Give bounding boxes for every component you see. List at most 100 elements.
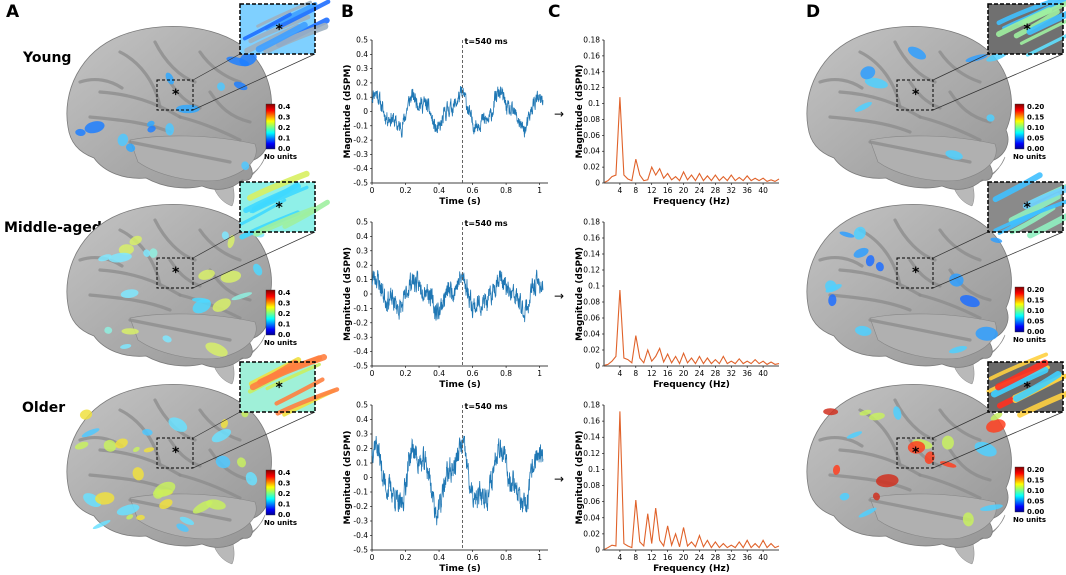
colorbar-tick: 0.0 [278,511,291,519]
y-tick-label: 0.06 [583,314,600,323]
activation-blob [162,335,172,343]
charts: 0.50.40.30.20.10-0.1-0.2-0.3-0.4-0.50 0.2… [343,36,780,574]
x-axis-title: Time (s) [439,564,480,574]
colorbar-tick: 0.00 [1027,508,1044,516]
x-tick-label: 12 [647,369,657,378]
y-tick-label: 0 [595,546,600,555]
colorbar-a-2: 0.4 0.3 0.2 0.1 0.0No units [264,469,297,527]
colorbar-gradient [1014,286,1025,333]
sulcus [858,50,902,109]
x-axis-title: Frequency (Hz) [653,564,730,574]
sulcus [88,115,172,134]
y-tick-label: -0.4 [353,164,368,173]
zoom-line [192,411,316,469]
activation-blob [126,514,134,520]
activation-blob [990,412,1003,421]
y-axis-title: Magnitude (dSPM) [343,430,353,524]
activation-blob [832,464,841,475]
activation-blob [221,231,229,240]
sulcus [938,408,982,442]
zoom-line [932,411,1064,469]
inset-streak [990,366,1049,398]
sulcus [893,398,937,442]
y-tick-label: -0.3 [353,517,368,526]
sulcus [198,50,242,84]
activation-blob [865,255,875,267]
y-tick-label: 0 [595,179,600,188]
x-tick-label: 0.8 [500,369,512,378]
x-tick-label: 32 [726,553,736,562]
x-tick-label: 0.6 [467,186,479,195]
activation-blob [864,77,888,89]
activation-blob [872,492,880,501]
y-tick-label: 0.2 [356,78,368,87]
zoom-line [192,231,241,259]
activation-blob [828,294,837,307]
sulcus [88,293,172,312]
y-tick-label: 0.16 [583,417,600,426]
spectrum-chart-5: 0.18 0.16 0.14 0.12 0.1 0.08 0.06 0.04 0.02 0 4 8 12… [575,401,780,574]
sulcus [948,268,992,302]
y-tick-label: 0.1 [588,465,600,474]
x-tick-label: 4 [618,553,623,562]
sulcus [198,408,242,442]
inset-border [239,361,316,413]
brain-column-d: * * * * * * [806,0,1066,565]
y-tick-label: 0.04 [583,513,600,522]
activation-blob [859,409,872,416]
sulcus [828,293,912,312]
activation-blob [980,504,1003,511]
x-axis-title: Time (s) [439,197,480,207]
inset-streak [1017,391,1066,418]
brain-column-a: * * * * * * [66,0,340,565]
panel-letter-c: C [548,2,560,22]
x-tick-label: 0.2 [400,186,412,195]
y-tick-label: -0.1 [353,304,368,313]
activation-blob [179,516,195,526]
activation-blob [142,428,153,436]
zoom-line [932,411,989,439]
roi-box [156,437,194,469]
sulcus [198,228,242,262]
activation-blob [241,161,250,171]
y-tick-label: 0.2 [356,261,368,270]
inset-streak [1013,371,1062,402]
colorbar-tick: 0.3 [278,114,291,122]
roi-star: * [172,445,180,461]
activation-blob [129,235,142,246]
colorbars-a: 0.40.30.20.10.0No units0.40.30.20.10.0No… [264,103,297,527]
sulcus [818,435,864,448]
activation-blob [176,523,189,532]
sulcus [838,448,922,477]
y-tick-label: 0 [363,473,368,482]
y-tick-label: 0.3 [356,64,368,73]
timeseries-chart-2: 0.50.40.30.20.10-0.1-0.2-0.3-0.4-0.50 0.2… [343,401,548,574]
group-label-older: Older [22,400,65,416]
activation-blob [143,249,151,257]
inset-streak [256,0,312,28]
x-tick-label: 20 [679,369,689,378]
activation-blob [907,46,926,60]
activation-blob [117,133,129,147]
activation-blob [253,263,263,276]
roi-box [896,257,934,289]
x-axis-title: Time (s) [439,380,480,390]
activation-blob [825,283,842,293]
sulcus [168,438,202,468]
timeseries-line [371,435,544,526]
activation-blob [120,289,139,299]
y-tick-label: 0.3 [356,430,368,439]
activation-blob [245,472,258,486]
inset-star: * [276,200,284,216]
sulcus [98,268,182,297]
activation-blob [876,474,899,488]
colorbar-tick: 0.1 [278,321,291,329]
y-tick-label: 0.08 [583,481,600,490]
zoom-line [192,411,241,439]
activation-blob [120,344,132,349]
colorbar-tick: 0.10 [1027,487,1044,495]
activation-blob [116,504,140,516]
x-tick-label: 40 [758,186,768,195]
colorbar-gradient [265,469,276,516]
